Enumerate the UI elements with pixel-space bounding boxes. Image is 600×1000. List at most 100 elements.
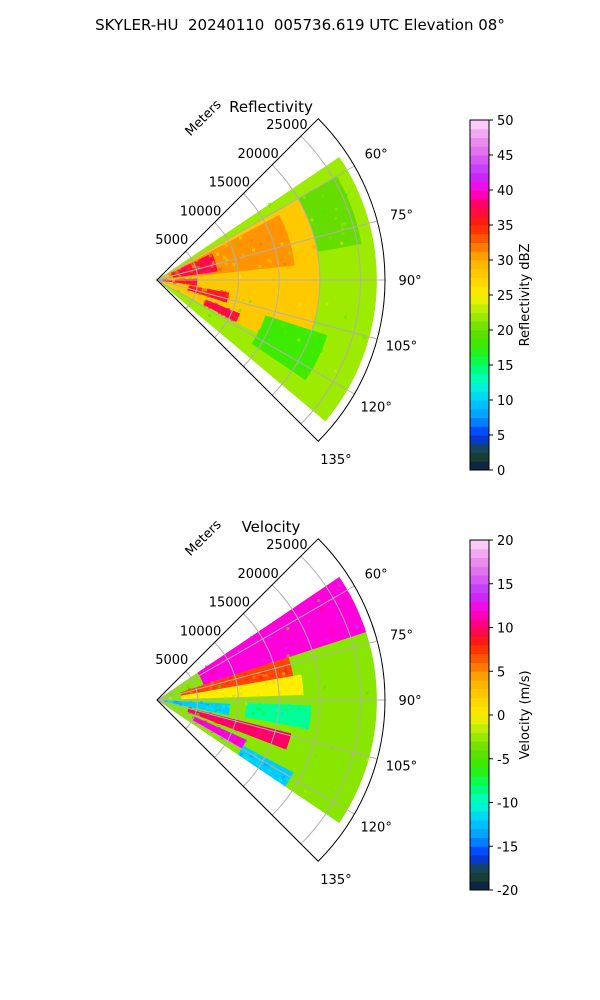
echo-speckle-cell [231,318,235,322]
echo-speckle-cell [280,766,284,770]
colorbar-swatch [470,163,489,173]
colorbar-tick-label: 10 [497,394,514,409]
colorbar-swatch [470,706,489,716]
echo-speckle-cell [204,299,208,303]
echo-speckle-cell [245,678,249,682]
echo-speckle-cell [302,723,306,727]
echo-speckle-cell [257,329,261,333]
colorbar-swatch [470,452,489,462]
sector-frame [156,118,386,442]
echo-speckle-cell [221,692,225,696]
echo-speckle-cell [252,711,256,715]
echo-speckle-cell [241,253,245,257]
colorbar-tick-label: 15 [497,578,514,593]
echo-speckle-cell [195,259,199,263]
echo-speckle-cell [252,762,256,766]
echo-speckle-cell [176,700,180,704]
echo-speckle-cell [248,300,252,304]
echo-speckle-cell [281,275,285,279]
echo-speckle-cell [305,349,309,353]
azimuth-spoke [156,640,378,701]
echo-speckle-cell [267,730,271,734]
echo-speckle-cell [292,677,296,681]
echo-speckle-cell [319,217,323,221]
echo-speckle-cell [282,769,286,773]
echo-speckle-cell [224,310,228,314]
echo-speckle-cell [216,724,220,728]
echo-speckle-cell [264,762,268,766]
echo-speckle-cell [295,256,299,260]
echo-speckle-cell [255,639,259,643]
echo-speckle-cell [191,265,195,269]
echo-speckle-cell [277,734,281,738]
echo-speckle-cell [310,218,314,222]
colorbar-swatch [470,190,489,200]
azimuth-spoke [156,279,355,395]
echo-speckle-cell [186,685,190,689]
echo-speckle-cell [305,620,309,624]
echo-speckle-cell [250,239,254,243]
echo-speckle-cell [278,730,282,734]
echo-speckle-cell [204,271,208,275]
echo-speckle-cell [221,722,225,726]
echo-speckle-cell [284,671,288,675]
range-tick-label: 20000 [237,147,278,162]
echo-speckle-cell [209,692,213,696]
echo-speckle-cell [330,629,334,633]
chart-panel-reflectivity: Reflectivity60°75°90°105°120°135°5000100… [155,97,533,479]
echo-speckle-cell [296,720,300,724]
echo-speckle-cell [278,691,282,695]
colorbar-swatch [470,601,489,611]
colorbar-swatch [470,767,489,777]
echo-speckle-cell [258,758,262,762]
echo-speckle-cell [287,351,291,355]
echo-speckle-cell [210,687,214,691]
echo-speckle-cell [207,270,211,274]
colorbar: -20 -15 -10 -5 0 5 10 15 20 Velocity (m/s) [469,534,533,899]
echo-speckle-cell [301,371,305,375]
colorbar-tick-label: 45 [497,149,514,164]
echo-speckle-cell [272,667,276,671]
colorbar-swatch [470,286,489,296]
echo-speckle-cell [268,260,272,264]
range-tick-label: 5000 [155,233,188,248]
colorbar-swatch [470,881,489,891]
echo-speckle-cell [237,649,241,653]
colorbar-swatch [470,653,489,663]
echo-speckle-cell [298,303,302,307]
echo-speckle-cell [207,291,211,295]
echo-speckle-cell [280,242,284,246]
echo-speckle-cell [177,290,181,294]
echo-speckle-cell [258,264,262,268]
echo-speckle-cell [189,282,193,286]
echo-speckle-cell [266,659,270,663]
echo-speckle-cell [229,308,233,312]
echo-speckle-cell [313,338,317,342]
echo-speckle-cell [172,270,176,274]
echo-speckle-cell [200,673,204,677]
colorbar-swatch [470,820,489,830]
azimuth-tick-label: 90° [399,274,422,289]
echo-speckle-cell [267,662,271,666]
colorbar-tick-label: 30 [497,254,514,269]
echo-speckle-cell [363,335,367,339]
echo-speckle-cell [315,754,319,758]
colorbar-swatch [470,155,489,165]
echo-speckle-cell [208,291,212,295]
azimuth-spoke [156,165,355,281]
colorbar-swatch [470,645,489,655]
echo-speckle-cell [225,735,229,739]
echo-speckle-cell [282,672,286,676]
echo-speckle-cell [320,607,324,611]
echo-speckle-cell [223,256,227,260]
echo-speckle-cell [304,790,308,794]
colorbar-swatch [470,732,489,742]
echo-speckle-cell [251,642,255,646]
echo-speckle-cell [294,353,298,357]
echo-speckle-cell [278,778,282,782]
echo-speckle-cell [175,279,179,283]
echo-speckle-cell [312,245,316,249]
echo-speckle-cell [188,710,192,714]
colorbar-swatch [470,268,489,278]
